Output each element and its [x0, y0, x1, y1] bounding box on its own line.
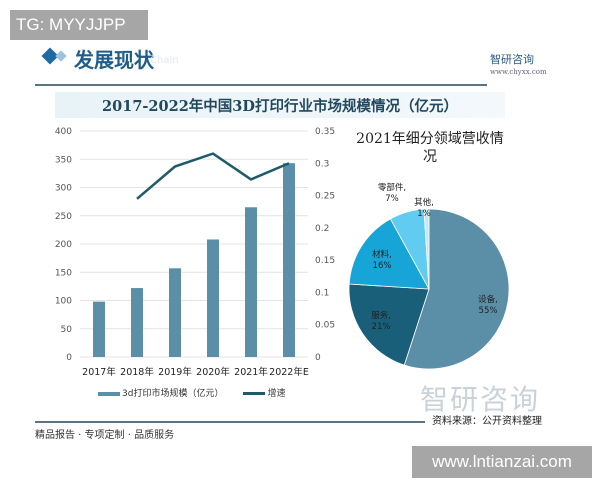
y-tick-label: 250	[55, 212, 72, 222]
y-tick-label: 200	[55, 240, 72, 250]
pie-label: 服务,	[371, 310, 391, 321]
growth-line	[136, 152, 290, 200]
y2-tick-label: 0.1	[315, 288, 329, 298]
footer-divider	[35, 421, 425, 423]
watermark-site: www.lntianzai.com	[412, 446, 592, 478]
pie-value: 55%	[479, 306, 498, 316]
chart-title-band	[55, 92, 505, 118]
pie-slice	[348, 283, 430, 366]
x-tick-label: 2018年	[120, 366, 154, 378]
y-tick-label: 350	[55, 155, 72, 165]
y-tick-label: 150	[55, 268, 72, 278]
brand-logo-watermark: 智研咨询	[420, 383, 541, 416]
y-tick-label: 300	[55, 184, 72, 194]
bar	[245, 207, 257, 357]
pie-value: 1%	[417, 209, 431, 219]
legend-swatch	[243, 392, 266, 395]
y2-tick-label: 0.3	[315, 159, 329, 169]
footer-tagline: 精品报告 · 专项定制 · 品质服务	[35, 430, 175, 441]
pie-value: 16%	[373, 261, 392, 271]
bar	[283, 163, 295, 357]
legend-swatch	[98, 391, 120, 396]
legend-label: 增速	[267, 389, 286, 399]
chart-title: 2017-2022年中国3D打印行业市场规模情况（亿元）	[102, 98, 458, 115]
pie-title: 2021年细分领域营收情况	[356, 131, 504, 165]
bar	[169, 268, 181, 357]
y2-tick-label: 0.25	[315, 192, 335, 202]
y2-tick-label: 0.15	[315, 256, 335, 266]
pie-label: 设备,	[478, 294, 498, 305]
y-tick-label: 0	[66, 353, 72, 363]
pie-slice	[348, 218, 430, 290]
x-tick-label: 2022年E	[269, 366, 309, 378]
pie-label: 其他,	[414, 197, 434, 208]
brand-logo: 智研咨询	[490, 53, 534, 66]
bar	[93, 301, 105, 357]
pie-slice	[403, 208, 510, 370]
pie-slice	[423, 208, 430, 290]
pie-label: 材料,	[372, 249, 392, 260]
legend-item-line: 增速	[243, 386, 285, 399]
legend-item-bar: 3d打印市场规模（亿元）	[98, 386, 223, 399]
y-tick-label: 50	[61, 325, 73, 335]
source-note: 资料来源：公开资料整理	[432, 416, 542, 427]
y2-tick-label: 0.2	[315, 224, 329, 234]
chart-legend: 3d打印市场规模（亿元） 增速	[98, 386, 285, 399]
x-tick-label: 2021年	[234, 366, 268, 378]
pie-value: 7%	[385, 194, 399, 204]
x-tick-label: 2020年	[196, 366, 230, 378]
watermark-tg: TG: MYYJJPP	[10, 10, 148, 40]
y-tick-label: 100	[55, 297, 72, 307]
legend-label: 3d打印市场规模（亿元）	[122, 389, 224, 399]
bar	[207, 239, 219, 357]
y-tick-label: 400	[55, 127, 72, 137]
header-divider	[35, 84, 487, 86]
y2-tick-label: 0.35	[315, 127, 335, 137]
section-title: 发展现状	[74, 48, 154, 72]
x-tick-label: 2017年	[82, 366, 116, 378]
brand-url: www.chyxx.com	[490, 68, 547, 76]
y2-tick-label: 0.05	[315, 321, 335, 331]
x-tick-label: 2019年	[158, 366, 192, 378]
bar	[131, 288, 143, 357]
y2-tick-label: 0	[315, 353, 321, 363]
section-subtitle: Chain	[150, 55, 179, 66]
pie-label: 零部件,	[378, 182, 406, 193]
pie-value: 21%	[372, 322, 391, 332]
